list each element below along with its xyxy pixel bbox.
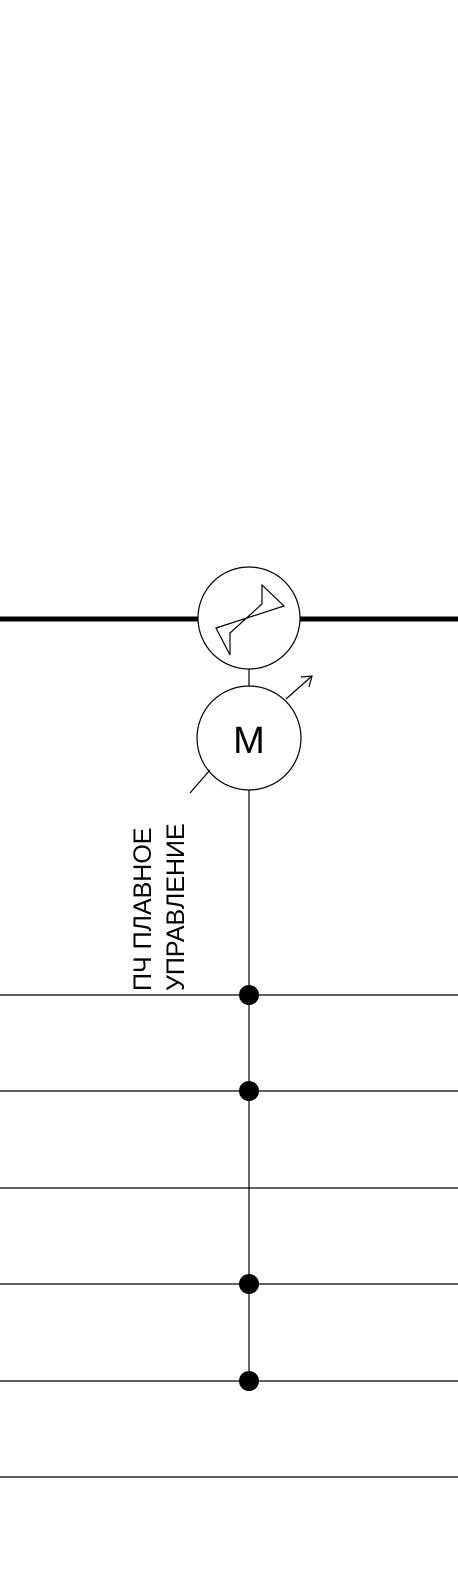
valve-bowtie-icon <box>215 583 286 656</box>
adjustable-arrow-icon <box>285 675 313 700</box>
control-annotation: ПЧ ПЛАВНОЕ УПРАВЛЕНИЕ <box>129 823 190 991</box>
control-label-line1: ПЧ ПЛАВНОЕ <box>129 828 157 991</box>
valve-symbol <box>197 566 301 670</box>
annotation-leader <box>189 769 211 794</box>
connection-dot-1 <box>239 985 259 1005</box>
connection-dot-2 <box>239 1081 259 1101</box>
control-label-line2: УПРАВЛЕНИЕ <box>162 823 190 991</box>
motor-label: M <box>233 720 265 762</box>
valve-circle <box>197 566 301 670</box>
connection-dot-3 <box>239 1274 259 1294</box>
motor-symbol: M <box>196 685 302 791</box>
connection-dot-4 <box>239 1371 259 1391</box>
